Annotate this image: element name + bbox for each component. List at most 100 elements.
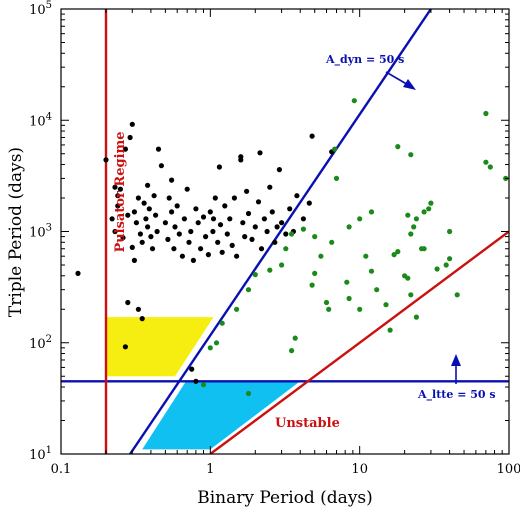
black-data-point [283,231,289,237]
green-data-point [219,320,225,326]
green-data-point [312,234,318,240]
black-data-point [166,195,172,201]
black-data-point [153,212,159,218]
black-data-point [198,246,204,252]
green-data-point [387,327,393,333]
green-data-point [395,144,401,150]
green-data-point [267,267,273,273]
green-data-point [346,295,352,302]
black-data-point [176,231,182,237]
points-layer [75,98,509,397]
black-data-point [169,177,175,183]
y-tick-label: 102 [29,334,52,352]
black-data-point [125,212,131,218]
cyan-region [142,382,299,450]
a-ltte-arrow-head [451,354,461,366]
black-data-point [224,231,230,237]
y-axis-title: Triple Period (days) [6,147,26,317]
green-data-point [292,335,298,341]
green-data-point [411,224,417,230]
black-data-point [143,216,149,222]
green-data-point [374,287,380,293]
y-tick-label: 104 [29,111,52,129]
green-data-point [289,231,295,237]
green-data-point [312,270,318,276]
green-data-point [405,275,411,281]
green-data-point [357,216,363,222]
black-data-point [131,257,137,263]
green-data-point [318,253,324,259]
black-data-point [75,270,81,276]
green-data-point [344,279,350,285]
black-data-point [287,206,293,212]
green-data-point [245,390,252,397]
annotation-pulsator-regime: Pulsator Regime [113,131,128,252]
black-data-point [137,231,143,237]
black-data-point [145,182,151,188]
unstable-line [209,230,509,454]
green-data-point [368,209,375,215]
black-data-point [267,184,273,190]
black-data-point [252,224,258,230]
green-data-point [421,246,427,252]
green-data-point [383,302,389,308]
black-data-point [112,184,118,190]
green-data-point [351,98,357,104]
black-data-point [306,200,312,206]
black-data-point [141,200,147,206]
black-data-point [125,299,131,306]
black-data-point [165,236,171,242]
black-data-point [172,224,178,230]
y-tick-label: 103 [29,223,52,241]
black-data-point [129,121,135,127]
x-tick-label: 10 [351,462,368,477]
black-data-point [148,234,154,240]
ticks-layer [60,8,510,455]
black-data-point [249,236,255,242]
tick-labels-layer: 0.1 1 10 100 101 102 103 104 105 [29,0,520,477]
green-data-point [300,226,306,232]
green-data-point [447,228,453,235]
black-data-point [189,366,195,372]
green-data-point [413,314,419,320]
lines-layer [61,9,509,454]
green-data-point [421,209,427,215]
black-data-point [210,216,217,222]
black-data-point [272,239,278,245]
black-data-point [190,257,196,263]
a-dyn-arrow-head [403,79,416,90]
green-data-point [252,272,258,278]
green-data-point [434,266,440,272]
black-data-point [129,244,135,250]
x-tick-label: 0.1 [51,462,72,477]
black-data-point [210,228,216,235]
green-data-point [309,282,315,288]
green-data-point [408,152,414,158]
black-data-point [184,186,190,192]
black-data-point [154,228,160,235]
black-data-point [120,235,126,241]
black-data-point [151,193,157,199]
black-data-point [186,239,192,245]
annotation-a-dyn: A_dyn = 50 s [325,53,404,67]
green-data-point [207,345,213,351]
black-data-point [294,193,300,199]
annotation-a-ltte: A_ltte = 50 s [417,388,496,402]
green-data-point [426,206,432,212]
green-data-point [368,268,375,274]
black-data-point [217,222,224,228]
black-data-point [212,195,218,201]
annotation-unstable: Unstable [275,416,340,431]
black-data-point [242,234,248,240]
green-data-point [200,382,207,388]
regions-layer [106,317,299,450]
green-data-point [234,306,240,312]
black-data-point [169,209,175,215]
black-data-point [245,210,252,217]
black-data-point [227,216,233,222]
black-data-point [135,195,141,201]
black-data-point [115,203,121,209]
black-data-point [131,209,137,215]
black-data-point [117,186,123,192]
green-data-point [283,246,289,252]
